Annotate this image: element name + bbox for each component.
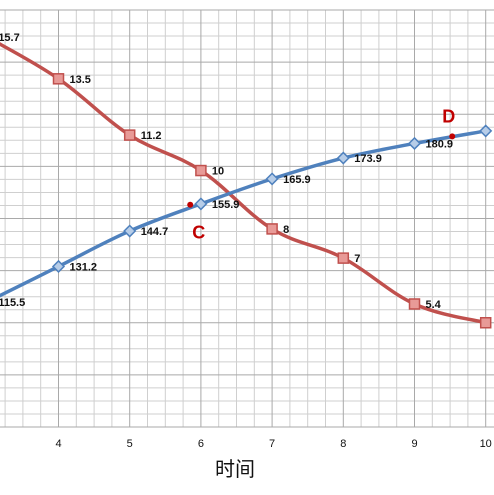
- grid-major: [0, 9, 494, 428]
- data-point-square: [195, 164, 207, 177]
- data-label: 8: [283, 224, 289, 236]
- data-point-square: [52, 73, 65, 85]
- x-tick-label: 10: [480, 438, 492, 450]
- x-tick-label: 7: [269, 438, 275, 450]
- data-point-square: [408, 298, 421, 310]
- data-label: 173.9: [354, 153, 382, 165]
- x-tick-label: 5: [127, 438, 133, 450]
- data-label: 165.9: [283, 174, 311, 186]
- data-point-diamond: [336, 151, 350, 165]
- data-label: 131.2: [70, 261, 98, 273]
- data-point-square: [266, 223, 278, 235]
- data-label: 15.7: [0, 32, 20, 44]
- data-label: 11.2: [141, 130, 162, 142]
- data-point-diamond: [123, 224, 137, 238]
- data-label: 115.5: [0, 297, 25, 309]
- data-label: 10: [212, 166, 224, 178]
- data-label: 5.4: [426, 299, 442, 311]
- data-label: 13.5: [70, 74, 91, 86]
- data-label: 144.7: [141, 226, 169, 238]
- data-point-diamond: [479, 124, 493, 138]
- data-point-diamond: [194, 197, 208, 211]
- x-axis-label: 时间: [215, 457, 255, 481]
- data-point-square: [337, 252, 350, 264]
- data-label: 155.9: [212, 199, 240, 211]
- annotation-point: [449, 133, 456, 140]
- x-tick-label: 4: [55, 438, 61, 450]
- data-label: 180.9: [426, 138, 454, 150]
- data-point-square: [479, 317, 492, 329]
- x-tick-labels: 4 5 6 7 8 9 10: [55, 438, 491, 450]
- data-label: 7: [354, 253, 360, 265]
- annotation-point: [187, 201, 194, 208]
- series-line-1: [0, 129, 488, 298]
- data-point-diamond: [265, 172, 279, 186]
- x-tick-label: 9: [411, 438, 417, 450]
- x-tick-label: 6: [198, 438, 204, 450]
- data-point-square: [123, 129, 136, 141]
- data-point-diamond: [51, 259, 66, 274]
- series-layer: [0, 42, 493, 329]
- annotation-label: D: [442, 106, 455, 126]
- data-labels: 15.7 13.5 11.2 10 8 7 5.4 115.5 131.2 144.7 155.9 1…: [0, 32, 453, 311]
- annotation-label: C: [192, 223, 205, 243]
- data-point-diamond: [407, 136, 422, 151]
- x-tick-label: 8: [340, 438, 346, 450]
- annotations: CD: [187, 106, 456, 243]
